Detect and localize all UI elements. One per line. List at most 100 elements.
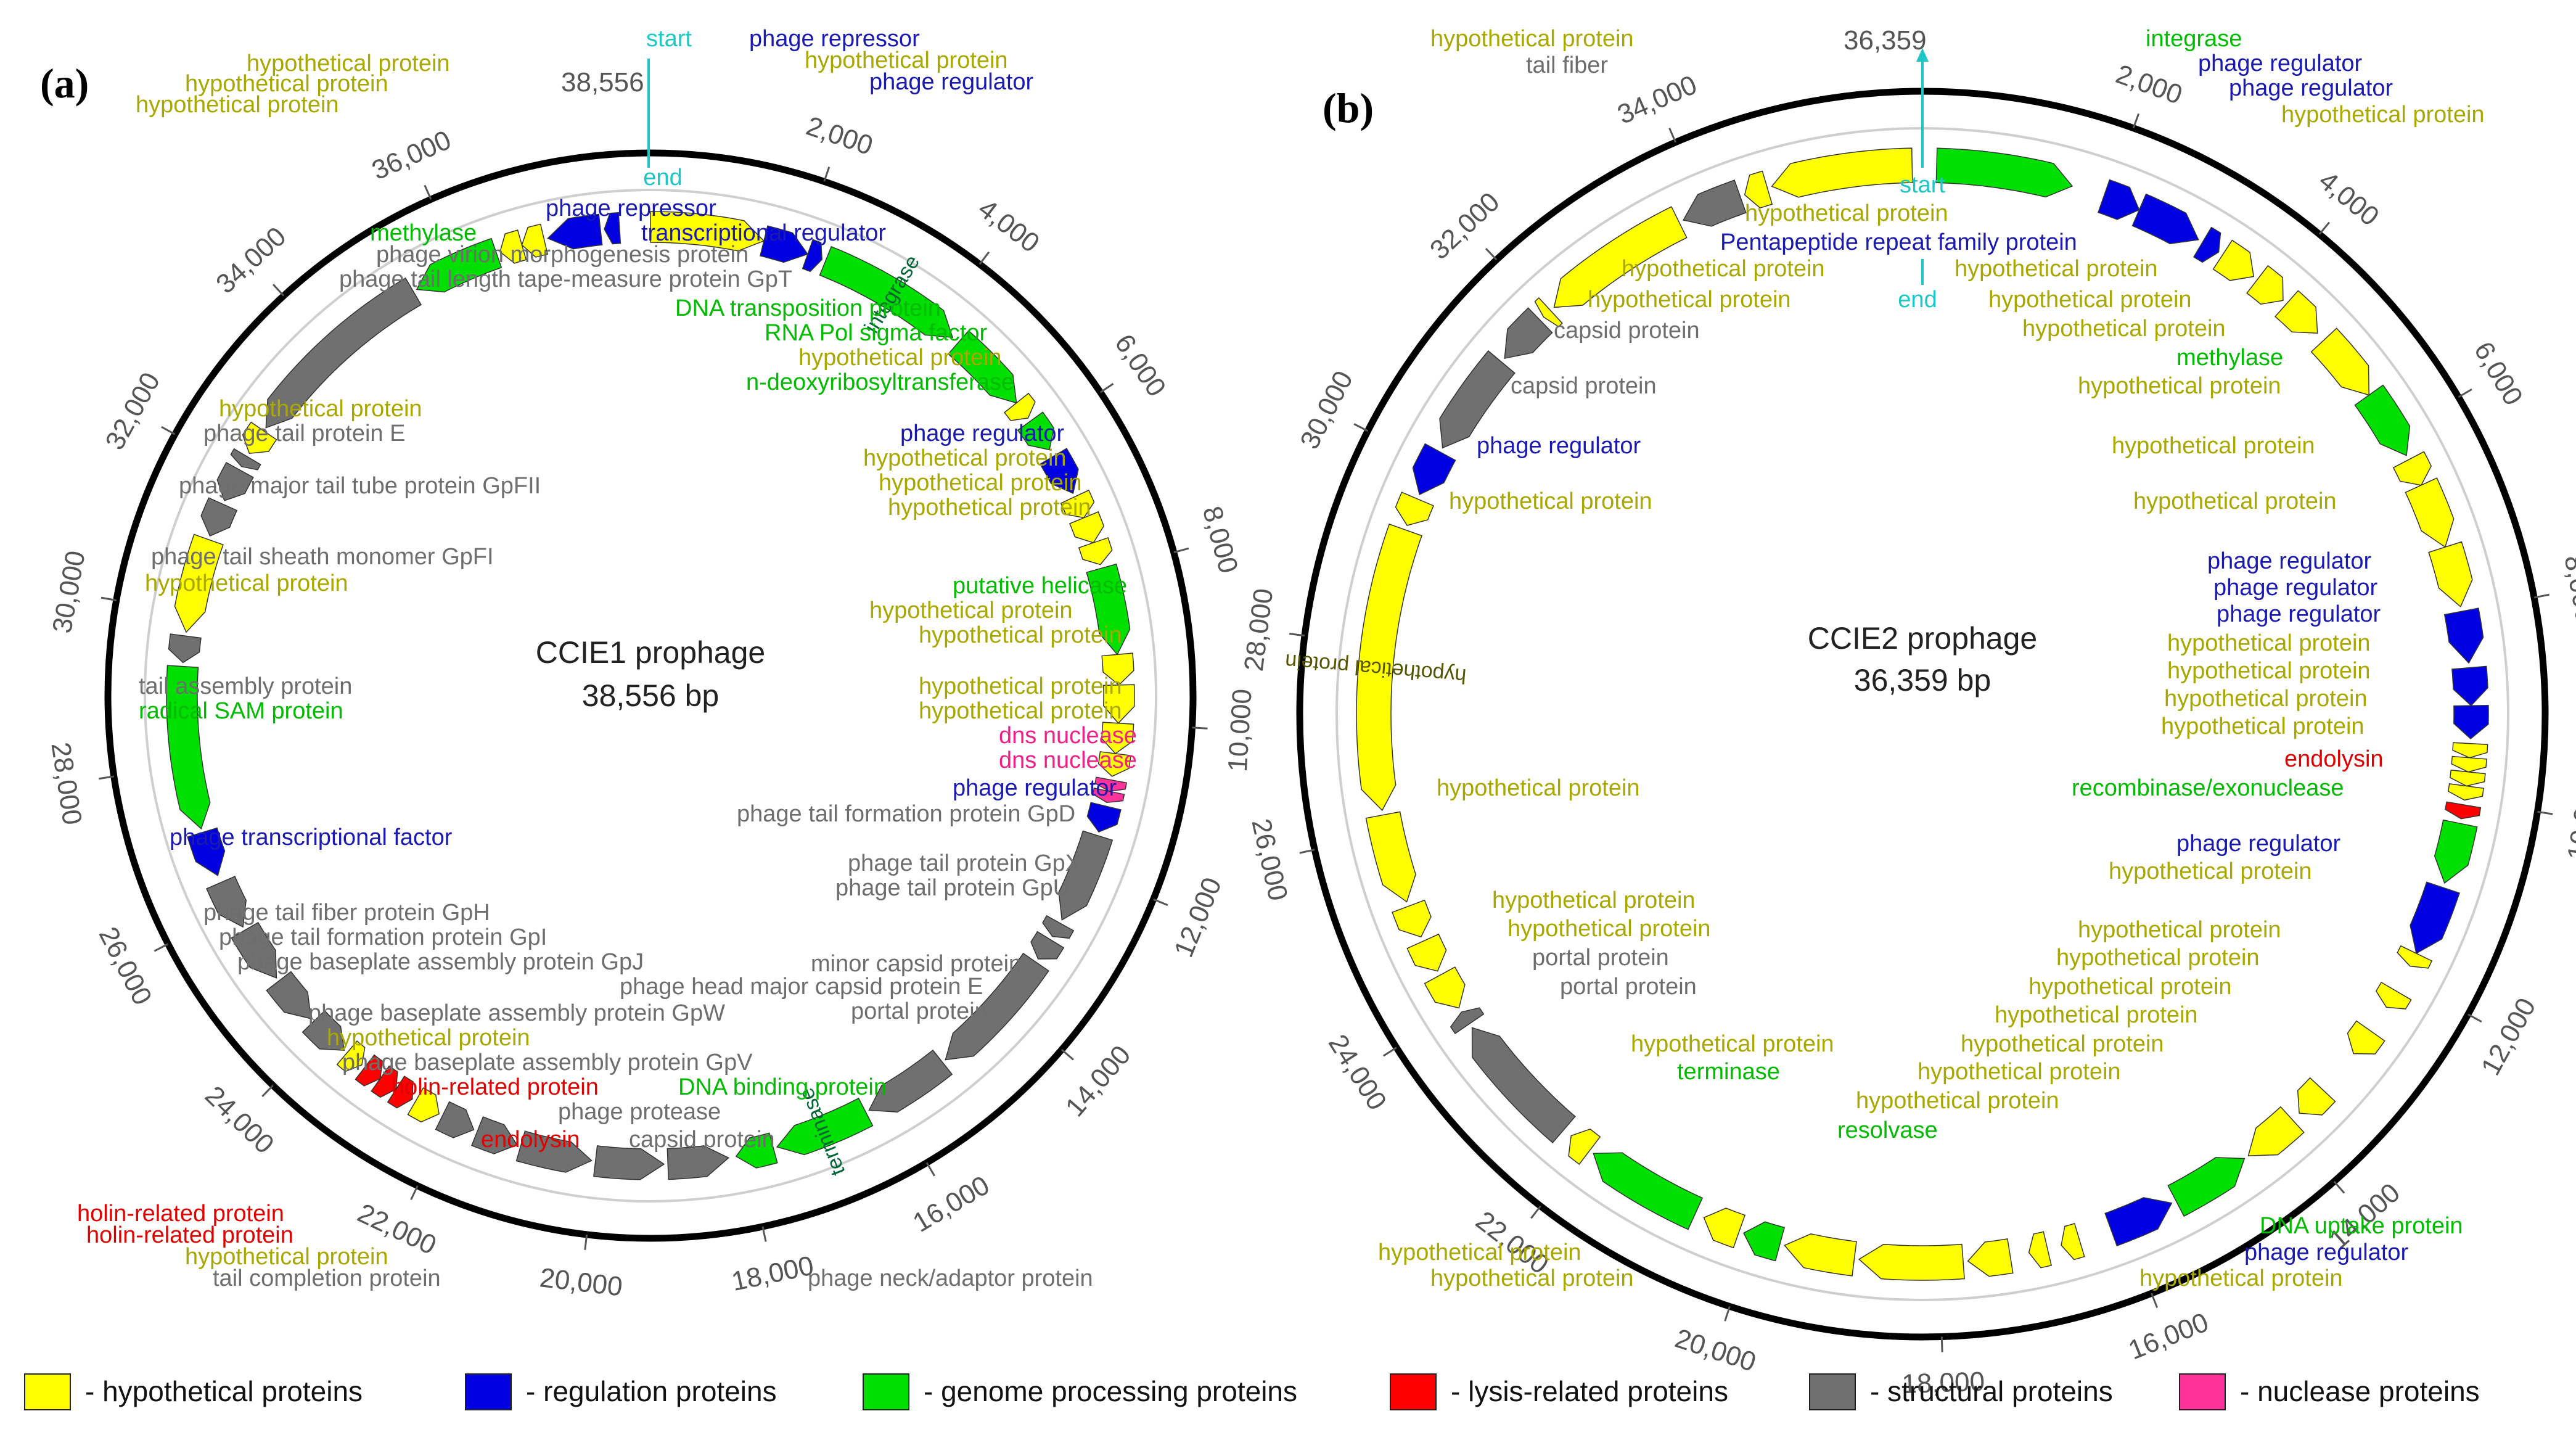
panel-a-gene-label: holin-related protein [392,1074,599,1100]
panel-a-tick-mark [98,775,115,780]
panel-a-gene-label: n-deoxyribosyltransferase [746,369,1014,395]
panel-b-gene-hypothetical [1967,1238,2014,1277]
panel-a-gene-label: phage head major capsid protein E [620,974,983,1000]
panel-a-total-tick: 38,556 [561,67,644,97]
panel-a-gene-regulation [1039,448,1079,494]
panel-b-gene-label: integrase [2146,26,2242,52]
panel-a-gene-label: tail assembly protein [139,673,352,699]
panel-a-gene-label: phage tail protein E [203,421,405,446]
panel-b-total-tick: 36,359 [1844,25,1927,56]
panel-a-gene-label: hypothetical protein [185,1244,388,1270]
panel-b-gene-label: hypothetical protein [1856,1088,2059,1114]
panel-b-gene-hypothetical [2428,541,2473,608]
panel-b-gene-label: hypothetical protein [1378,1240,1581,1265]
panel-b-gene-label: phage regulator [2198,51,2363,76]
panel-a-tick-mark [761,1226,767,1242]
panel-b-gene-label: hypothetical protein [1430,1265,1634,1291]
legend-swatch-lysis [1390,1373,1437,1410]
panel-a-gene-nuclease [1094,776,1128,792]
panel-b-gene-label: hypothetical protein [2167,630,2371,656]
panel-a-gene-genome [166,665,211,830]
panel-b-gene-label: hypothetical protein [2022,316,2226,342]
panel-b-gene-hypothetical [2452,742,2488,759]
panel-b-gene-hypothetical [1568,1128,1601,1165]
panel-a-gene-structural [265,277,422,429]
panel-b-gene-label: capsid protein [1511,373,1657,399]
panel-a-tick-mark [100,596,117,601]
panel-a-gene-label: methylase [370,220,477,246]
panel-b-gene-hypothetical [2247,1106,2305,1156]
panel-a-gene-structural [593,1145,665,1180]
panel-b-gene-genome [1593,1152,1704,1230]
panel-b-gene-hypothetical [1553,206,1688,308]
panel-b-gene-hypothetical [2448,783,2484,801]
panel-a-gene-label: phage tail sheath monomer GpFI [151,544,494,570]
panel-b-gene-hypothetical [1395,492,1434,526]
legend-label-lysis: - lysis-related proteins [1451,1375,1728,1407]
panel-b-gene-label: phage regulator [2229,75,2393,101]
panel-a-tick-mark [1060,1048,1074,1061]
panel-a-gene-label: RNA Pol sigma factor [765,320,987,346]
panel-a-gene-structural [168,633,202,664]
panel-a-gene-label: holin-related protein [86,1222,293,1248]
panel-b-tick-mark [2151,1293,2159,1309]
panel-a-gene-hypothetical [1101,722,1134,754]
panel-b-gene-regulation [1412,443,1456,496]
panel-a-tick-mark [1173,547,1189,554]
panel-a-gene-structural [1042,915,1075,939]
panel-b-ccie2-map: (b) 2,0004,0006,0008,00010,00012,00014,0… [1239,25,2576,1399]
panel-b-label: (b) [1323,84,1374,131]
panel-a-gene-label: hypothetical protein [136,92,339,118]
panel-a-tick-mark [823,167,831,182]
panel-b-gene-hypothetical [1424,966,1466,1009]
panel-a-gene-hypothetical [1097,751,1131,777]
panel-a-gene-hypothetical [174,533,224,633]
panel-b-gene-label: phage regulator [2207,548,2372,574]
panel-a-gene-label: phage tail formation protein GpI [219,924,547,950]
panel-a-gene-hypothetical [1003,392,1036,421]
panel-a-gene-regulation [604,212,621,245]
panel-a-gene-hypothetical [1060,489,1095,519]
panel-b-gene-genome [1935,147,2074,198]
panel-b-gene-label: hypothetical protein [1430,26,1634,52]
panel-a-gene-nuclease [1092,788,1125,803]
legend-label-regulation: - regulation proteins [526,1375,777,1407]
panel-b-tick-mark [2537,810,2553,815]
panel-a-gene-label: holin-related protein [77,1201,284,1227]
panel-a-gene-label: minor capsid protein [811,951,1022,977]
legend-swatch-genome [863,1373,909,1410]
panel-a-gene-genome [1017,411,1055,451]
panel-b-gene-label: hypothetical protein [2164,686,2368,712]
panel-b-gene-label: tail fiber [1526,52,1608,78]
panel-b-gene-label: hypothetical protein [1622,256,1825,282]
panel-b-tick-mark [1485,247,1498,261]
panel-a-tick-mark [978,251,990,265]
panel-b-gene-genome [2354,384,2411,456]
panel-b-gene-hypothetical [2310,327,2369,396]
panel-a-gene-label: hypothetical protein [185,71,388,97]
panel-b-gene-regulation [2443,607,2484,664]
panel-b-gene-hypothetical [2246,265,2284,305]
panel-a-gene-hypothetical [1078,537,1113,566]
panel-b-gene-regulation [2192,226,2221,263]
panel-a-gene-label: hypothetical protein [145,570,348,596]
panel-a-tick-mark [273,284,285,297]
panel-a-gene-label: hypothetical protein [798,345,1002,371]
panel-b-title: CCIE2 prophage [1808,621,2037,656]
panel-b-gene-hypothetical [2449,769,2486,787]
legend-label-structural: - structural proteins [1870,1375,2113,1407]
panel-b-gene-label: hypothetical protein [1437,775,1640,801]
panel-b-tick-mark [1668,128,1676,143]
panel-a-gene-structural [301,1010,345,1051]
panel-a-gene-structural [206,876,247,928]
panel-b-gene-hypothetical [1771,147,1913,198]
panel-b-tick-mark [2132,113,2140,129]
panel-a-gene-label: transcriptional regulator [641,220,886,246]
panel-b-gene-label: hypothetical protein [1631,1031,1834,1057]
panel-a-gene-structural [471,1116,518,1154]
panel-a-gene-label: phage baseplate assembly protein GpJ [237,949,644,975]
panel-b-gene-label: hypothetical protein [1988,287,2192,313]
